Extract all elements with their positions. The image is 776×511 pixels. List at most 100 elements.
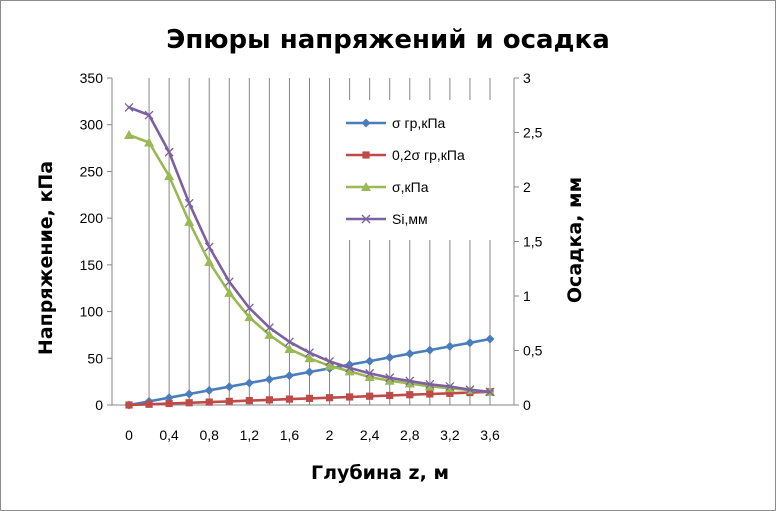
data-point-marker <box>405 349 415 359</box>
y-left-tick-label: 100 <box>80 304 104 320</box>
data-point-marker <box>361 118 371 128</box>
marker-stroke <box>244 303 254 313</box>
data-point-marker <box>362 151 370 159</box>
data-point-marker <box>346 393 354 401</box>
y-right-tick-label: 0 <box>523 397 531 413</box>
y-left-tick-label: 0 <box>95 397 103 413</box>
y-left-tick-label: 200 <box>80 210 104 226</box>
legend: σ гр,кПа 0,2σ гр,кПа σ,кПа Si,мм <box>338 100 502 240</box>
data-point-marker <box>445 382 455 391</box>
marker-stroke <box>305 348 314 358</box>
marker-stroke <box>485 387 495 397</box>
data-point-marker <box>324 360 335 370</box>
data-point-marker <box>325 356 335 366</box>
data-point-marker <box>265 396 273 404</box>
data-point-marker <box>325 394 334 402</box>
x-tick-label: 2,8 <box>400 427 420 443</box>
marker-stroke <box>385 373 395 383</box>
data-point-marker <box>305 367 314 377</box>
x-tick-label: 2 <box>326 427 334 443</box>
data-point-marker <box>264 374 274 384</box>
data-point-marker <box>406 391 414 399</box>
data-point-marker <box>344 366 355 376</box>
marker-stroke <box>325 356 335 366</box>
data-point-marker <box>204 257 215 267</box>
data-point-marker <box>164 171 175 181</box>
marker-stroke <box>365 368 375 378</box>
data-point-marker <box>345 363 355 373</box>
chart-title: Эпюры напряжений и осадка <box>166 25 610 55</box>
x-tick-label: 0,8 <box>199 427 219 443</box>
data-point-marker <box>365 356 375 366</box>
data-point-marker <box>164 147 174 157</box>
y-left-tick-label: 250 <box>80 163 104 179</box>
legend-item: σ,кПа <box>346 179 429 195</box>
legend-item: σ гр,кПа <box>346 115 446 131</box>
data-point-marker <box>305 348 314 358</box>
data-point-marker <box>185 399 193 407</box>
axes-layer: 0 0,4 0,8 1,2 1,6 2 2,4 2,8 3,2 3,6 0 50 100 150 200 25… <box>80 70 543 443</box>
y-left-tick-label: 150 <box>80 257 104 273</box>
data-point-marker <box>385 352 395 362</box>
x-tick-label: 0 <box>125 427 133 443</box>
data-point-marker <box>224 287 235 297</box>
data-point-marker <box>384 375 395 385</box>
data-point-marker <box>385 373 395 383</box>
legend-label: Si,мм <box>392 211 428 227</box>
data-point-marker <box>426 390 434 398</box>
data-point-marker <box>465 385 475 395</box>
y-right-tick-label: 0,5 <box>523 343 543 359</box>
data-point-marker <box>405 376 415 386</box>
legend-label: σ гр,кПа <box>392 115 446 131</box>
data-point-marker <box>361 214 371 224</box>
marker-stroke <box>405 376 415 386</box>
marker-stroke <box>164 147 174 157</box>
data-point-marker <box>465 338 475 348</box>
x-tick-label: 0,4 <box>159 427 179 443</box>
data-point-marker <box>446 389 454 397</box>
data-point-marker <box>404 378 415 388</box>
data-point-marker <box>364 371 375 381</box>
y-right-axis-title: Осадка, мм <box>564 177 586 303</box>
marker-stroke <box>224 277 234 287</box>
marker-stroke <box>445 382 455 391</box>
data-point-marker <box>144 110 154 120</box>
data-point-marker <box>145 400 153 408</box>
marker-stroke <box>184 198 194 208</box>
x-tick-label: 2,4 <box>360 427 380 443</box>
legend-label: 0,2σ гр,кПа <box>392 147 465 163</box>
marker-stroke <box>264 323 274 333</box>
data-point-marker <box>284 337 294 347</box>
y-left-tick-label: 50 <box>87 350 103 366</box>
data-point-marker <box>125 401 133 409</box>
data-point-marker <box>425 379 435 389</box>
legend-item: 0,2σ гр,кПа <box>346 147 465 163</box>
data-point-marker <box>184 198 194 208</box>
data-point-marker <box>304 353 315 363</box>
legend-item: Si,мм <box>346 211 428 227</box>
data-point-marker <box>124 129 134 139</box>
marker-stroke <box>124 102 134 112</box>
x-tick-label: 1,2 <box>240 427 260 443</box>
data-point-marker <box>184 389 194 399</box>
data-point-marker <box>245 397 253 405</box>
data-point-marker <box>485 334 495 344</box>
data-point-marker <box>305 394 314 402</box>
series-3 <box>124 102 495 397</box>
y-right-tick-label: 2 <box>523 179 531 195</box>
x-tick-label: 3,2 <box>440 427 460 443</box>
data-point-marker <box>184 216 195 226</box>
data-point-marker <box>264 323 274 333</box>
data-point-marker <box>244 303 254 313</box>
data-point-marker <box>284 371 294 381</box>
marker-stroke <box>204 242 214 252</box>
data-point-marker <box>225 397 233 405</box>
data-point-marker <box>264 329 275 339</box>
data-point-marker <box>365 368 375 378</box>
y-right-tick-label: 1 <box>523 288 531 304</box>
x-tick-label: 1,6 <box>280 427 300 443</box>
data-point-marker <box>224 277 234 287</box>
data-point-marker <box>205 398 213 406</box>
